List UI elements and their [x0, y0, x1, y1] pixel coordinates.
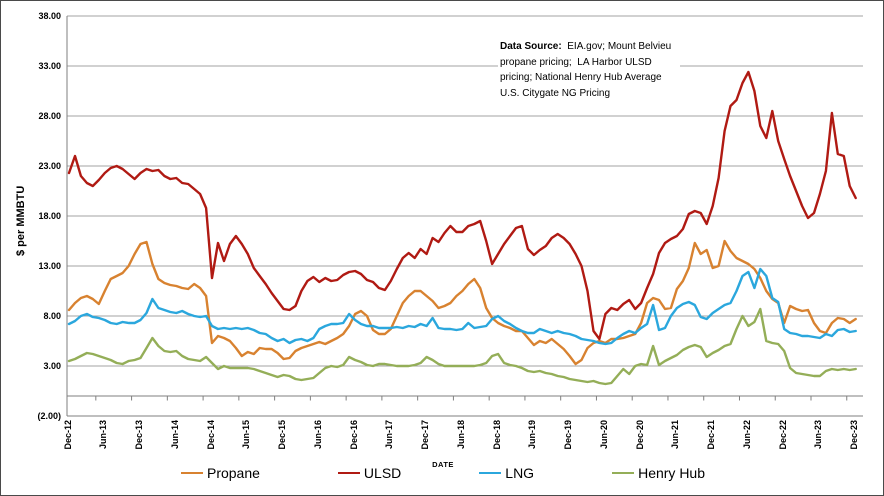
x-tick-label-Dec-15: Dec-15 [277, 420, 288, 450]
y-tick-label-23.00: 23.00 [38, 161, 61, 171]
legend-swatch-icon [180, 471, 203, 475]
data-source-line4: U.S. Citygate NG Pricing [500, 87, 611, 99]
legend-swatch-icon [612, 471, 635, 475]
y-tick-label-3.00: 3.00 [43, 361, 61, 371]
x-tick-label-Dec-19: Dec-19 [563, 420, 574, 450]
x-tick-label-Jun-20: Jun-20 [598, 420, 609, 450]
data-source-line1: EIA.gov; Mount Belvieu [561, 41, 672, 52]
legend-swatch-icon [479, 471, 502, 475]
series-line-ulsd [67, 70, 857, 341]
data-source-note: Data Source: EIA.gov; Mount Belvieu prop… [498, 37, 680, 103]
legend-item-ulsd: ULSD [337, 465, 402, 481]
x-tick-label-Jun-16: Jun-16 [312, 420, 323, 450]
x-tick-label-Jun-17: Jun-17 [384, 420, 395, 450]
series-line-henry-hub [67, 307, 857, 386]
data-source-line3: pricing; National Henry Hub Average [500, 72, 662, 83]
y-tick-label-18.00: 18.00 [38, 211, 61, 221]
x-tick-label-Dec-17: Dec-17 [420, 420, 431, 450]
y-tick-label-(2.00): (2.00) [37, 411, 61, 421]
y-tick-label-38.00: 38.00 [38, 11, 61, 21]
x-tick-label-Dec-16: Dec-16 [348, 420, 359, 450]
x-tick-label-Jun-13: Jun-13 [98, 420, 109, 450]
data-source-line2: propane pricing; LA Harbor ULSD [500, 56, 652, 68]
x-tick-label-Dec-18: Dec-18 [491, 420, 502, 450]
legend-swatch-icon [337, 471, 360, 475]
series-line-propane [67, 239, 857, 366]
x-tick-label-Dec-22: Dec-22 [777, 420, 788, 450]
x-tick-label-Dec-20: Dec-20 [634, 420, 645, 450]
x-tick-label-Jun-22: Jun-22 [741, 420, 752, 450]
x-tick-label-Dec-14: Dec-14 [205, 420, 216, 450]
data-source-label: Data Source: [500, 41, 562, 52]
y-tick-label-28.00: 28.00 [38, 111, 61, 121]
legend-item-henry-hub: Henry Hub [612, 465, 705, 481]
legend-label: ULSD [363, 465, 402, 481]
y-tick-label-8.00: 8.00 [43, 311, 61, 321]
x-tick-label-Dec-23: Dec-23 [849, 420, 860, 450]
x-tick-label-Jun-23: Jun-23 [813, 420, 824, 450]
x-tick-label-Dec-21: Dec-21 [706, 420, 717, 450]
x-axis-title: DATE [432, 460, 454, 469]
legend-label: Propane [206, 465, 260, 481]
x-tick-label-Jun-15: Jun-15 [241, 420, 252, 450]
legend-label: LNG [505, 465, 535, 481]
x-tick-label-Jun-19: Jun-19 [527, 420, 538, 450]
legend-item-propane: Propane [180, 465, 260, 481]
legend: Propane ULSD LNG Henry Hub [1, 465, 883, 481]
x-tick-label-Jun-18: Jun-18 [455, 420, 466, 450]
y-tick-label-33.00: 33.00 [38, 61, 61, 71]
y-axis-title: $ per MMBTU [15, 185, 27, 257]
series-line-lng [67, 267, 857, 346]
y-tick-label-13.00: 13.00 [38, 261, 61, 271]
legend-label: Henry Hub [638, 465, 705, 481]
x-tick-label-Jun-14: Jun-14 [169, 420, 180, 450]
x-tick-label-Dec-13: Dec-13 [134, 420, 145, 450]
x-tick-label-Jun-21: Jun-21 [670, 420, 681, 450]
legend-item-lng: LNG [479, 465, 534, 481]
x-tick-label-Dec-12: Dec-12 [62, 420, 73, 450]
